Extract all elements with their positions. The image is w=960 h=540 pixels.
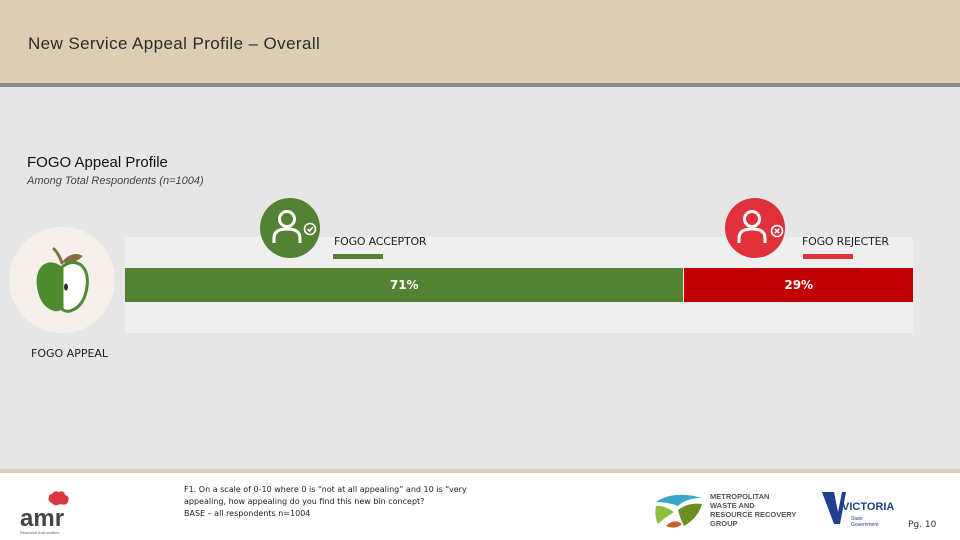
mwrrg-line: WASTE AND (710, 501, 755, 510)
legend-rejecter-swatch (803, 254, 853, 259)
apple-icon (9, 227, 115, 333)
page-title: New Service Appeal Profile – Overall (28, 34, 321, 53)
person-check-icon (260, 198, 320, 258)
footnote-line: BASE – all respondents n=1004 (184, 509, 311, 518)
mwrrg-logo: METROPOLITAN WASTE AND RESOURCE RECOVERY… (655, 492, 796, 528)
svg-text:amr: amr (20, 505, 64, 532)
footnote-line: F1. On a scale of 0-10 where 0 is “not a… (184, 485, 467, 494)
victoria-line: Government (851, 522, 879, 528)
category-label: FOGO APPEAL (31, 347, 109, 360)
legend-acceptor-label: FOGO ACCEPTOR (334, 235, 427, 248)
footer-divider (0, 469, 960, 473)
bar-segment-fogo-rejecter: 29% (684, 268, 913, 302)
stacked-bar: 71% 29% (125, 268, 913, 302)
footnote: F1. On a scale of 0-10 where 0 is “not a… (184, 484, 474, 520)
mwrrg-line: RESOURCE RECOVERY (710, 510, 796, 519)
victoria-line: State (851, 516, 863, 522)
header-bar (0, 0, 960, 83)
footnote-line: appealing, how appealing do you find thi… (184, 497, 425, 506)
svg-text:Research that matters: Research that matters (20, 530, 59, 535)
mwrrg-line: GROUP (710, 519, 738, 528)
victoria-logo: VICTORIA State Government (822, 492, 894, 528)
mwrrg-line: METROPOLITAN (710, 492, 769, 501)
bar-data-label: 71% (389, 278, 419, 292)
bar-data-label: 29% (784, 278, 814, 292)
page-number: Pg. 10 (908, 520, 937, 530)
victoria-name: VICTORIA (842, 501, 894, 513)
amr-logo: amr Research that matters (20, 491, 69, 535)
legend-acceptor-swatch (333, 254, 383, 259)
section-title: FOGO Appeal Profile (27, 154, 168, 171)
section-subtitle: Among Total Respondents (n=1004) (27, 175, 204, 187)
header-divider (0, 83, 960, 87)
legend-rejecter-label: FOGO REJECTER (802, 235, 889, 248)
bar-segment-fogo-acceptor: 71% (125, 268, 684, 302)
person-cross-icon (725, 198, 785, 258)
